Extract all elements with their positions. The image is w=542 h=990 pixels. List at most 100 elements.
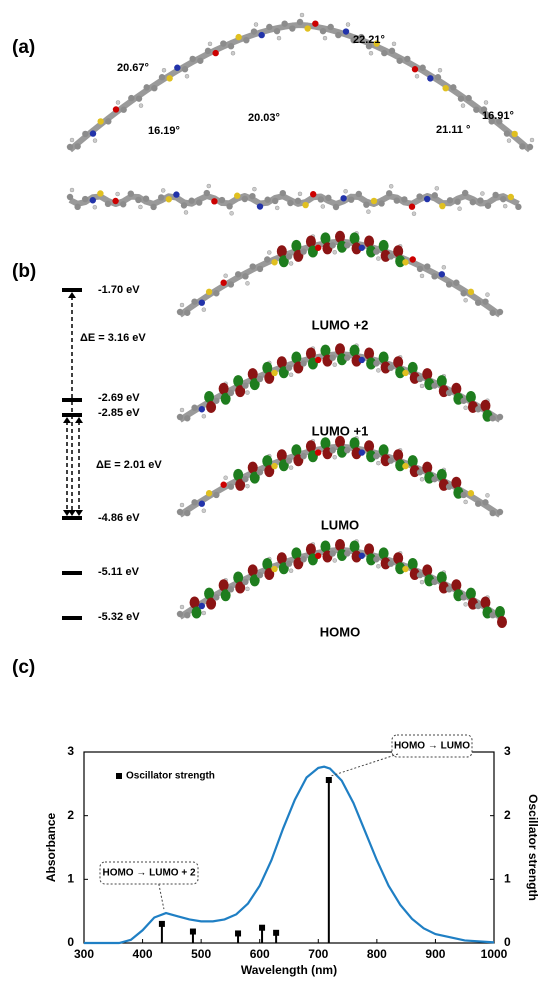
orbital-lobe (233, 468, 244, 481)
level-label: -2.69 eV (98, 392, 140, 404)
molecules (66, 12, 535, 628)
atom (329, 242, 336, 249)
absorbance-line (84, 765, 495, 945)
panel-label: (a) (12, 37, 35, 58)
atom (226, 203, 233, 210)
orbital-lobe (480, 399, 491, 412)
orbital-lobe (465, 390, 476, 403)
orbital-lobe (364, 347, 375, 360)
atom (477, 197, 484, 204)
atom (314, 244, 322, 251)
orbital-lobe (249, 574, 260, 587)
atom (97, 190, 104, 197)
orbital-lobe (393, 449, 404, 462)
atom (302, 201, 309, 209)
orbital-lobe (495, 606, 505, 618)
atom (176, 413, 184, 421)
orbital-lobe (364, 543, 375, 556)
atom (201, 307, 207, 312)
atom (230, 50, 236, 56)
atom (404, 55, 411, 63)
atom (205, 288, 213, 296)
orbital-lobe (422, 368, 433, 381)
y2-tick-label: 0 (504, 935, 511, 949)
atom (213, 397, 220, 404)
atom (201, 414, 207, 419)
atom (442, 84, 449, 92)
atom (176, 610, 184, 618)
orbital-lobe (409, 465, 420, 478)
atom (66, 193, 74, 201)
atom (183, 210, 189, 215)
atom (271, 369, 278, 377)
atom (431, 382, 438, 389)
atom (272, 197, 279, 205)
orbital-lobe (395, 255, 406, 268)
atom (314, 449, 322, 456)
atom (388, 47, 396, 55)
atom (256, 375, 264, 383)
atom (381, 49, 388, 57)
atom (128, 94, 135, 102)
atom (445, 281, 453, 288)
orbital-lobe (233, 571, 244, 584)
orbital-lobe (366, 553, 377, 566)
atom (82, 130, 89, 138)
atom (343, 189, 348, 194)
atom (332, 203, 340, 211)
orbital-lobe (395, 366, 406, 379)
atom (158, 74, 166, 81)
atom (197, 57, 204, 64)
orbital-lobe (409, 567, 420, 580)
atom (211, 198, 218, 205)
atom (213, 594, 220, 601)
atom (196, 199, 203, 206)
atom (511, 130, 518, 138)
orbital-lobe (378, 351, 389, 364)
atom (294, 197, 302, 205)
orbital-lobe (351, 550, 362, 563)
gap-label: ΔE = 3.16 eV (80, 332, 146, 344)
orbital-lobe (351, 447, 362, 460)
atom (485, 292, 490, 297)
atom (234, 192, 241, 199)
orbital-label: LUMO (321, 517, 359, 532)
atom (120, 201, 127, 208)
orbital-lobe (407, 557, 418, 570)
stick-marker (189, 928, 196, 935)
atom (256, 571, 264, 579)
atom (482, 499, 489, 506)
orbital-lobe (436, 468, 447, 481)
orbital-lobe (235, 385, 246, 398)
orbital-label: HOMO (320, 624, 360, 639)
atom (256, 265, 264, 273)
atom (218, 196, 226, 204)
y-tick-label: 3 (67, 744, 74, 758)
atom (424, 195, 431, 203)
angle-label: 20.67° (117, 62, 149, 74)
orbital-lobe (276, 552, 287, 565)
orbital-lobe (366, 450, 377, 463)
atom (213, 290, 220, 297)
orbital-lobe (335, 343, 345, 356)
atom (463, 297, 468, 303)
y2-axis-label: Oscillator strength (526, 794, 540, 901)
stick-marker (325, 777, 332, 784)
orbital-lobe (451, 476, 462, 489)
atom (235, 33, 242, 41)
atom (529, 137, 535, 143)
atom (427, 75, 434, 82)
stick-marker (158, 920, 165, 927)
atom (176, 308, 184, 316)
x-tick-label: 800 (367, 947, 387, 961)
atom (358, 244, 366, 251)
atom (206, 183, 212, 189)
atom (463, 602, 468, 607)
atom (506, 138, 512, 143)
orbital-lobe (320, 437, 331, 450)
atom (300, 360, 307, 367)
orbital-lobe (291, 444, 302, 457)
atom (462, 189, 469, 197)
atom (480, 106, 488, 113)
atom (245, 390, 250, 395)
